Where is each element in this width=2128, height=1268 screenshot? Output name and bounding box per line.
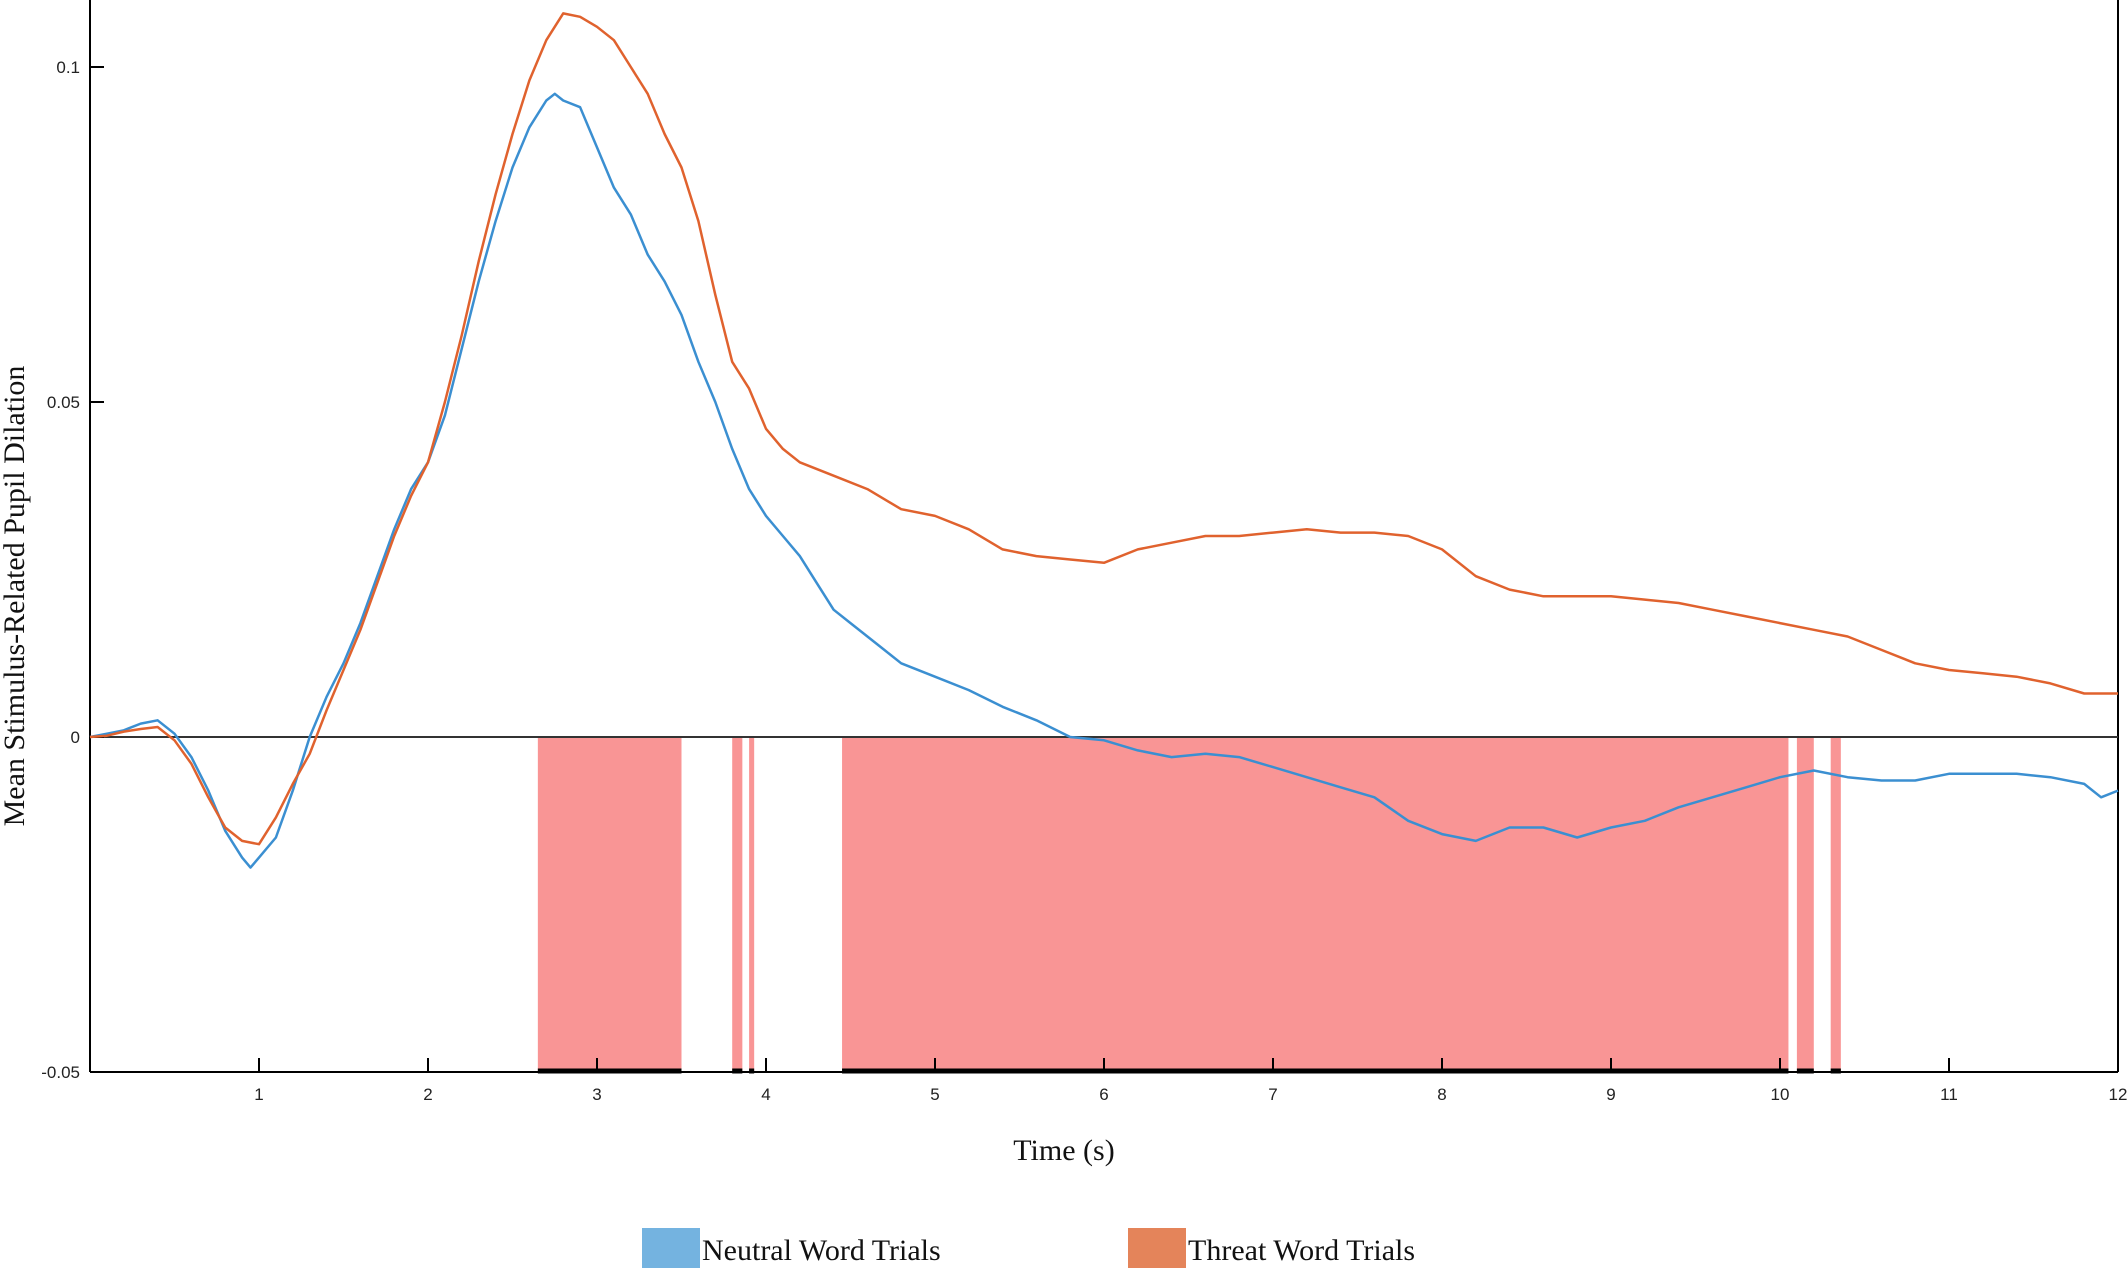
x-tick-label-8: 8	[1437, 1085, 1446, 1104]
significance-region-4	[1796, 737, 1814, 1072]
significance-region-5	[1830, 737, 1841, 1072]
x-tick-label-9: 9	[1606, 1085, 1615, 1104]
x-tick-label-5: 5	[930, 1085, 939, 1104]
x-tick-label-6: 6	[1099, 1085, 1108, 1104]
y-tick-label-0.1: 0.1	[56, 58, 80, 77]
legend-swatch-1	[1128, 1228, 1186, 1268]
x-tick-label-2: 2	[423, 1085, 432, 1104]
significance-regions	[537, 737, 1841, 1072]
y-axis-title: Mean Stimulus-Related Pupil Dilation	[0, 366, 31, 827]
y-tick-label-0.05: 0.05	[47, 393, 80, 412]
x-tick-label-7: 7	[1268, 1085, 1277, 1104]
legend-swatch-0	[642, 1228, 700, 1268]
y-tick-label-0: 0	[71, 728, 80, 747]
significance-region-3	[842, 737, 1789, 1072]
x-tick-label-3: 3	[592, 1085, 601, 1104]
legend: Neutral Word Trials Threat Word Trials	[642, 1228, 1415, 1268]
series-lines	[89, 12, 2119, 869]
significance-region-2	[749, 737, 755, 1072]
significance-region-1	[732, 737, 743, 1072]
x-axis-title: Time (s)	[1013, 1134, 1114, 1167]
x-tick-label-11: 11	[1940, 1085, 1958, 1104]
x-tick-label-4: 4	[761, 1085, 770, 1104]
legend-label-0: Neutral Word Trials	[702, 1234, 941, 1267]
series-line-1	[89, 12, 2118, 846]
y-tick-label--0.05: -0.05	[41, 1063, 80, 1082]
significance-region-0	[537, 737, 682, 1072]
x-tick-label-1: 1	[254, 1085, 263, 1104]
x-tick-label-10: 10	[1771, 1085, 1790, 1104]
x-tick-label-12: 12	[2109, 1085, 2128, 1104]
series-line-0	[89, 92, 2119, 869]
legend-label-1: Threat Word Trials	[1188, 1234, 1415, 1267]
